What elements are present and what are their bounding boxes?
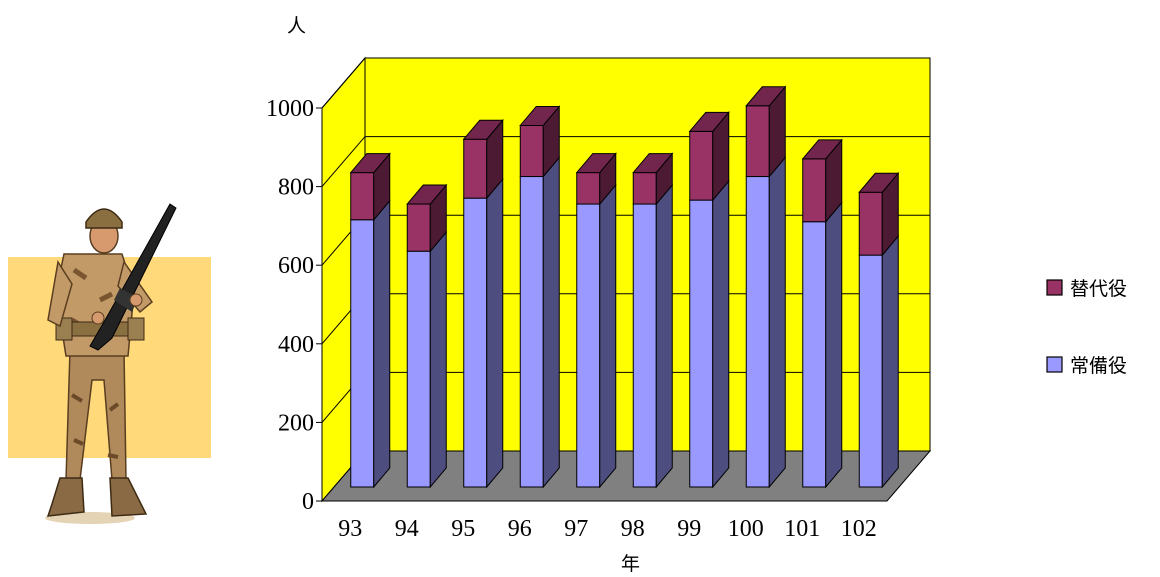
bar-front bbox=[350, 172, 375, 221]
bar-front bbox=[632, 172, 657, 205]
bar-side bbox=[825, 201, 843, 489]
y-axis: 0 200 400 600 800 1000 bbox=[266, 96, 323, 515]
y-tick-label: 600 bbox=[278, 253, 314, 279]
bar-front bbox=[745, 105, 770, 178]
bar-top bbox=[406, 184, 448, 205]
x-tick-label: 99 bbox=[677, 516, 701, 542]
bar-front bbox=[463, 138, 488, 199]
bar-side bbox=[655, 183, 673, 489]
x-tick-label: 93 bbox=[338, 516, 362, 542]
bar-front bbox=[406, 250, 431, 488]
bar-top bbox=[632, 153, 674, 174]
bar-front bbox=[519, 124, 544, 178]
y-tick-label: 200 bbox=[278, 410, 314, 436]
y-axis-label: 人 bbox=[287, 15, 306, 37]
y-tick-label: 0 bbox=[302, 489, 314, 515]
bar-segment bbox=[802, 201, 843, 489]
legend-swatch bbox=[1046, 279, 1063, 296]
bar-front bbox=[689, 199, 714, 488]
x-tick-label: 102 bbox=[841, 516, 877, 542]
bar-top bbox=[745, 86, 787, 107]
bar-segment bbox=[463, 177, 504, 489]
x-tick-label: 95 bbox=[451, 516, 475, 542]
bar-side bbox=[429, 230, 447, 489]
bar-front bbox=[519, 176, 544, 488]
y-tick-label: 400 bbox=[278, 332, 314, 358]
bar-front bbox=[576, 203, 601, 488]
legend-item: 常備役 bbox=[1046, 355, 1127, 377]
bar-top bbox=[349, 153, 391, 174]
bar-front bbox=[802, 158, 827, 223]
bar-segment bbox=[406, 183, 448, 253]
bar-segment bbox=[745, 85, 787, 178]
bar-side bbox=[768, 156, 786, 489]
bar-segment bbox=[519, 156, 560, 489]
bar-segment bbox=[575, 152, 617, 206]
bar-side bbox=[599, 183, 617, 489]
gridline bbox=[321, 57, 930, 109]
legend-swatch bbox=[1046, 356, 1063, 373]
bar-segment bbox=[858, 171, 900, 257]
legend-label: 替代役 bbox=[1070, 278, 1127, 300]
bar-side bbox=[881, 234, 899, 489]
bar-top bbox=[519, 105, 561, 126]
bar-segment bbox=[745, 156, 786, 489]
bar-front bbox=[576, 172, 601, 205]
bar-segment bbox=[462, 118, 504, 200]
bar-segment bbox=[858, 234, 899, 489]
bar-segment bbox=[519, 105, 561, 178]
x-tick-label: 101 bbox=[784, 516, 820, 542]
bar-segment bbox=[349, 152, 391, 222]
legend-item: 替代役 bbox=[1046, 278, 1127, 300]
bar-top bbox=[462, 119, 504, 140]
bar-segment bbox=[632, 152, 674, 206]
bar-segment bbox=[688, 110, 730, 202]
x-axis-label: 年 bbox=[621, 553, 640, 575]
x-tick-label: 94 bbox=[395, 516, 419, 542]
bar-segment bbox=[406, 230, 447, 489]
bar-front bbox=[858, 191, 883, 256]
soldier-icon bbox=[45, 203, 177, 524]
x-axis: 93 94 95 96 97 98 99 100 101 102 bbox=[322, 500, 887, 542]
bar-side bbox=[542, 156, 560, 489]
bar-top bbox=[688, 111, 730, 132]
bar-front bbox=[858, 254, 883, 488]
x-tick-label: 96 bbox=[508, 516, 532, 542]
gridline bbox=[321, 136, 930, 187]
bar-segment bbox=[632, 183, 673, 489]
x-tick-label: 97 bbox=[564, 516, 588, 542]
bar-front bbox=[406, 203, 431, 252]
y-tick-label: 1000 bbox=[266, 96, 314, 122]
bar-segment bbox=[689, 179, 730, 489]
bar-top bbox=[575, 153, 617, 174]
bar-side bbox=[373, 199, 391, 489]
bar-side bbox=[712, 179, 730, 489]
x-tick-label: 98 bbox=[621, 516, 645, 542]
bar-front bbox=[802, 221, 827, 488]
y-tick-label: 800 bbox=[278, 175, 314, 201]
bar-side bbox=[486, 177, 504, 489]
bar-front bbox=[689, 130, 714, 201]
bar-segment bbox=[801, 138, 843, 224]
legend-label: 常備役 bbox=[1070, 355, 1127, 377]
bar-top bbox=[858, 172, 900, 193]
bars bbox=[349, 85, 900, 489]
bar-top bbox=[801, 139, 843, 160]
x-tick-label: 100 bbox=[728, 516, 764, 542]
bar-segment bbox=[576, 183, 617, 489]
bar-segment bbox=[350, 199, 391, 489]
bar-front bbox=[745, 176, 770, 488]
soldier-illustration bbox=[8, 203, 211, 524]
bar-front bbox=[350, 219, 375, 488]
bar-front bbox=[463, 197, 488, 488]
bar-front bbox=[632, 203, 657, 488]
